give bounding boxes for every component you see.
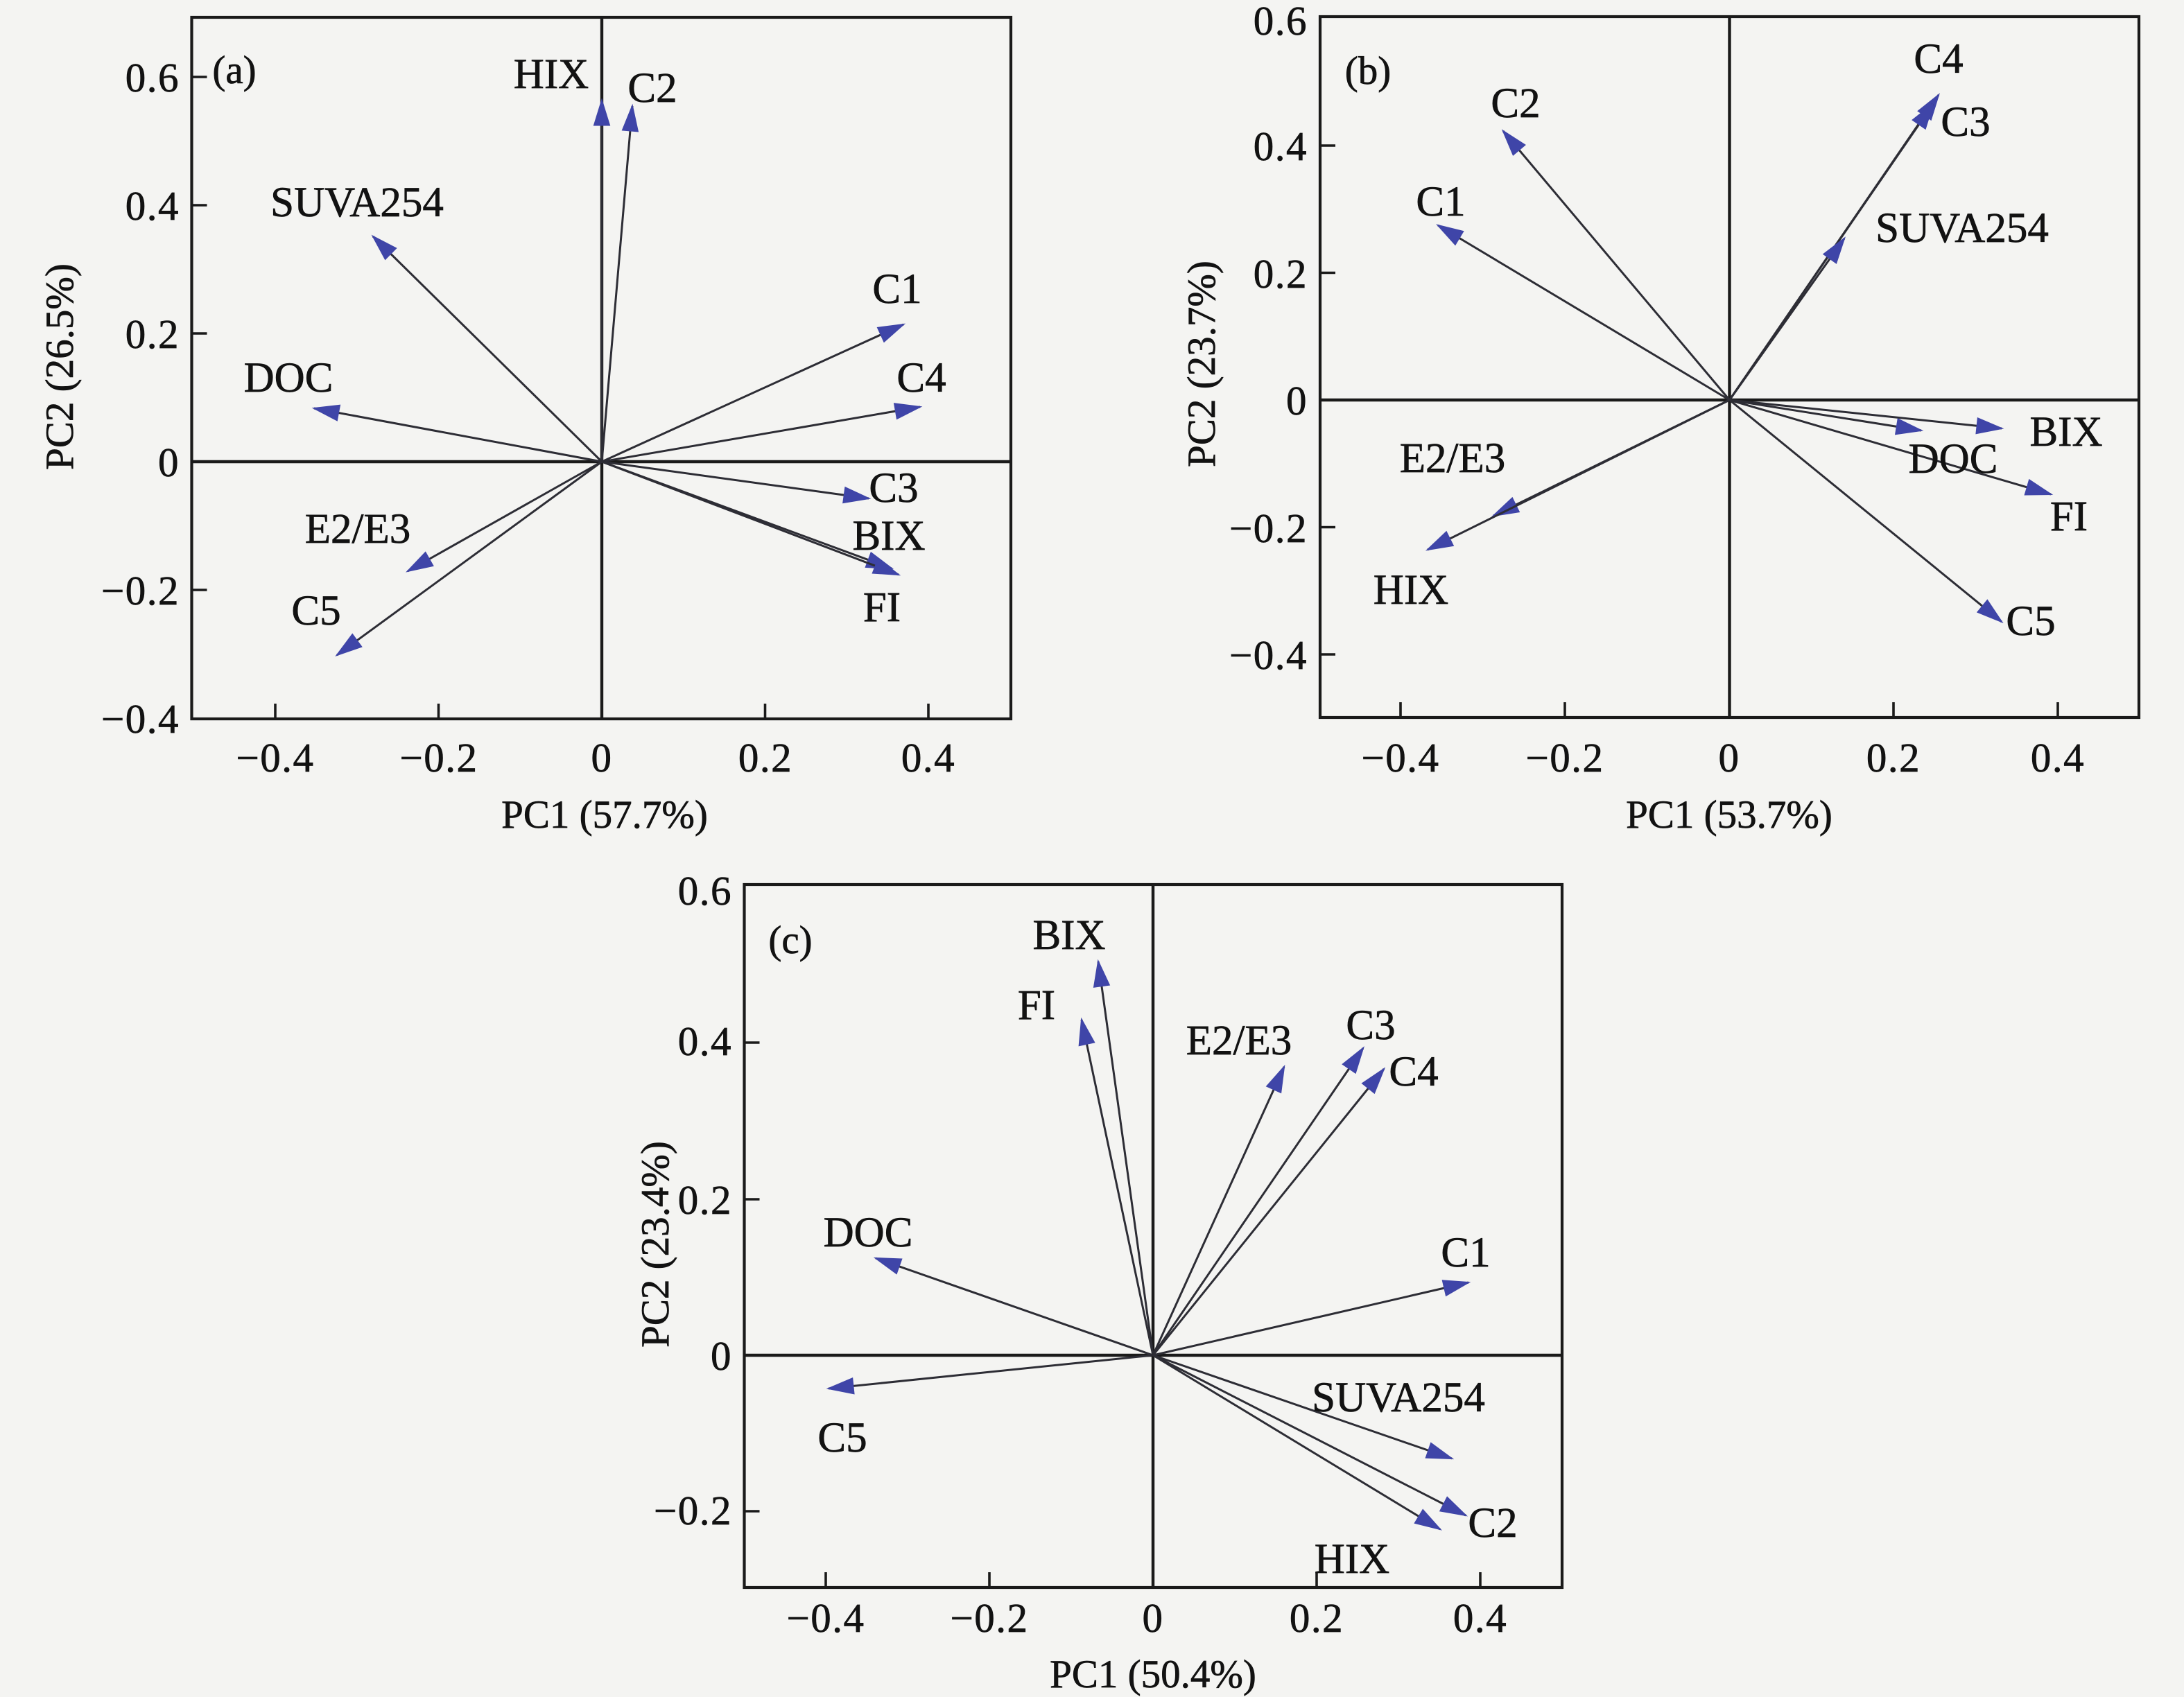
- svg-text:0: 0: [158, 440, 180, 485]
- svg-text:DOC: DOC: [824, 1210, 913, 1256]
- svg-text:0.2: 0.2: [1254, 251, 1308, 297]
- svg-text:0.2: 0.2: [738, 735, 792, 781]
- svg-text:(a): (a): [212, 49, 256, 92]
- svg-text:C1: C1: [872, 266, 921, 313]
- svg-text:C5: C5: [2006, 598, 2055, 645]
- svg-text:C4: C4: [896, 355, 946, 401]
- svg-text:BIX: BIX: [1032, 912, 1105, 959]
- svg-text:−0.4: −0.4: [1361, 735, 1439, 781]
- svg-text:−0.2: −0.2: [1525, 735, 1604, 781]
- svg-text:0: 0: [591, 735, 613, 781]
- svg-text:HIX: HIX: [1373, 567, 1448, 613]
- svg-text:FI: FI: [863, 584, 901, 631]
- svg-text:0.4: 0.4: [1254, 123, 1308, 169]
- svg-text:−0.4: −0.4: [1229, 632, 1308, 678]
- svg-text:0.2: 0.2: [1866, 735, 1921, 781]
- svg-text:0.6: 0.6: [1254, 0, 1308, 44]
- svg-text:C3: C3: [1346, 1002, 1395, 1049]
- svg-text:BIX: BIX: [852, 513, 925, 559]
- svg-text:C4: C4: [1914, 36, 1963, 82]
- svg-text:C2: C2: [1468, 1500, 1517, 1547]
- svg-text:C1: C1: [1441, 1230, 1490, 1276]
- svg-text:0.4: 0.4: [125, 183, 180, 229]
- svg-text:C5: C5: [817, 1415, 867, 1461]
- svg-text:−0.2: −0.2: [101, 568, 180, 613]
- svg-text:C1: C1: [1416, 179, 1465, 225]
- svg-text:0.4: 0.4: [2031, 735, 2085, 781]
- svg-text:−0.4: −0.4: [101, 696, 180, 742]
- svg-text:−0.2: −0.2: [654, 1488, 732, 1533]
- svg-text:0.2: 0.2: [1290, 1595, 1344, 1641]
- svg-text:0: 0: [711, 1333, 732, 1379]
- svg-text:PC2 (23.4%): PC2 (23.4%): [634, 1141, 677, 1348]
- svg-text:C3: C3: [869, 465, 918, 512]
- svg-text:0.4: 0.4: [901, 735, 955, 781]
- svg-text:0.6: 0.6: [125, 55, 180, 101]
- svg-text:C3: C3: [1941, 99, 1990, 146]
- svg-text:(c): (c): [768, 919, 812, 962]
- svg-text:BIX: BIX: [2029, 409, 2102, 455]
- svg-text:SUVA254: SUVA254: [1312, 1375, 1485, 1421]
- svg-text:E2/E3: E2/E3: [305, 506, 410, 552]
- svg-text:(b): (b): [1345, 49, 1391, 93]
- svg-text:0: 0: [1143, 1595, 1164, 1641]
- svg-text:−0.2: −0.2: [399, 735, 478, 781]
- svg-text:PC1 (53.7%): PC1 (53.7%): [1626, 793, 1832, 837]
- svg-text:−0.2: −0.2: [950, 1595, 1028, 1641]
- svg-text:C2: C2: [1491, 80, 1540, 127]
- svg-text:PC2 (23.7%): PC2 (23.7%): [1180, 261, 1224, 467]
- svg-text:0.4: 0.4: [1453, 1595, 1507, 1641]
- svg-text:HIX: HIX: [514, 51, 589, 98]
- svg-text:SUVA254: SUVA254: [270, 180, 444, 226]
- svg-text:C5: C5: [291, 588, 340, 634]
- svg-text:PC1 (50.4%): PC1 (50.4%): [1050, 1653, 1256, 1696]
- svg-text:C4: C4: [1389, 1049, 1438, 1095]
- svg-text:E2/E3: E2/E3: [1186, 1018, 1292, 1064]
- svg-text:0.6: 0.6: [678, 868, 732, 914]
- svg-text:DOC: DOC: [244, 355, 333, 401]
- svg-text:0: 0: [1286, 378, 1308, 424]
- svg-text:PC1 (57.7%): PC1 (57.7%): [501, 793, 708, 837]
- svg-text:−0.2: −0.2: [1229, 505, 1308, 551]
- svg-text:SUVA254: SUVA254: [1875, 205, 2049, 252]
- svg-text:0.2: 0.2: [125, 311, 180, 357]
- svg-text:−0.4: −0.4: [236, 735, 314, 781]
- svg-text:HIX: HIX: [1315, 1536, 1389, 1583]
- svg-text:−0.4: −0.4: [786, 1595, 865, 1641]
- svg-text:0.2: 0.2: [678, 1177, 732, 1223]
- svg-text:FI: FI: [2050, 494, 2088, 540]
- svg-text:E2/E3: E2/E3: [1400, 435, 1505, 482]
- svg-text:0.4: 0.4: [678, 1018, 732, 1064]
- svg-text:PC2 (26.5%): PC2 (26.5%): [38, 263, 82, 470]
- svg-text:FI: FI: [1018, 982, 1055, 1029]
- svg-text:0: 0: [1719, 735, 1740, 781]
- svg-text:C2: C2: [627, 65, 677, 112]
- svg-text:DOC: DOC: [1909, 436, 1998, 482]
